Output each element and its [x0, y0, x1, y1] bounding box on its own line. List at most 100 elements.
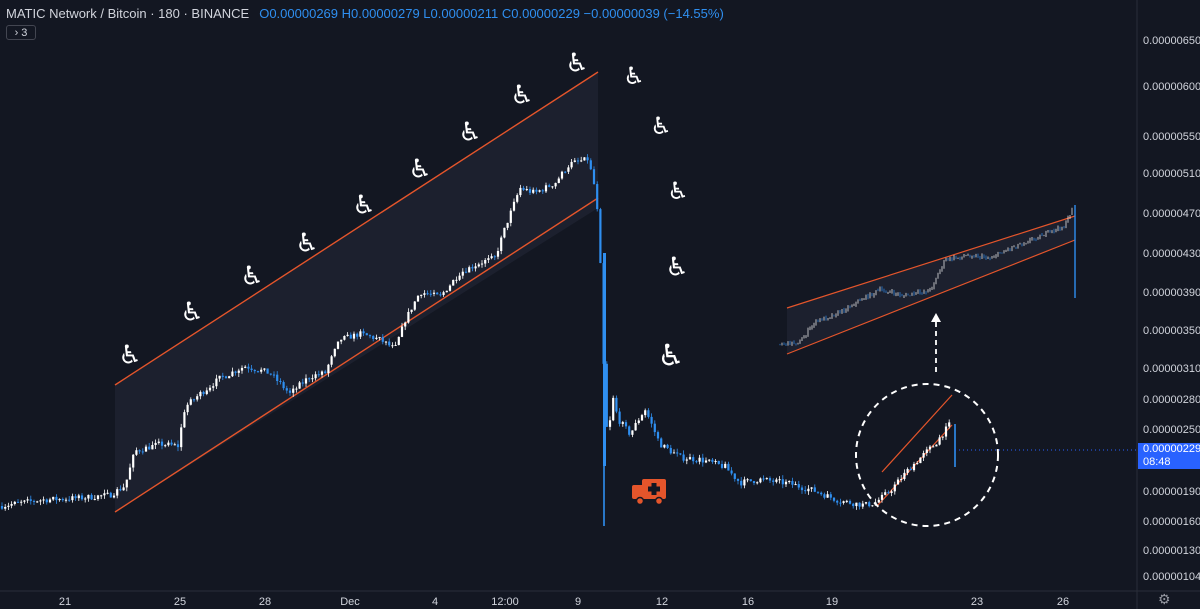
candle-body — [477, 264, 480, 267]
candle-body — [71, 496, 74, 501]
candle-body — [116, 489, 119, 496]
candle-body — [487, 258, 490, 261]
wheelchair-icon: ♿ — [458, 118, 481, 148]
candle-body — [282, 382, 285, 389]
candle-body — [829, 494, 832, 498]
candle-body — [599, 209, 602, 264]
candle-body — [567, 167, 570, 172]
candle-body — [784, 481, 788, 485]
candle-body — [692, 457, 695, 462]
candle-body — [135, 450, 138, 455]
candle-body — [64, 499, 68, 501]
candle-body — [813, 487, 816, 492]
wheelchair-icon: ♿ — [623, 62, 645, 90]
candle-body — [170, 442, 173, 445]
candle-body — [919, 457, 922, 464]
candle-body — [29, 499, 32, 501]
candle-body — [442, 292, 445, 295]
x-tick-label: 19 — [826, 596, 838, 608]
candle-body — [596, 184, 599, 210]
candle-body — [23, 500, 26, 502]
candle-body — [708, 459, 711, 461]
candle-body — [90, 494, 93, 500]
candle-body — [471, 267, 474, 269]
candle-body — [84, 498, 87, 500]
x-tick-label: 26 — [1057, 596, 1069, 608]
wheelchair-icon: ♿ — [240, 262, 263, 292]
candle-body — [720, 463, 724, 468]
candle-body — [192, 399, 196, 401]
candle-body — [685, 459, 688, 461]
candle-body — [640, 415, 644, 421]
candle-body — [880, 494, 884, 500]
candle-body — [311, 378, 314, 380]
candle-body — [653, 423, 656, 433]
candle-body — [762, 478, 765, 480]
candle-body — [551, 186, 554, 188]
candle-body — [839, 502, 842, 504]
candle-body — [413, 301, 416, 310]
candle-body — [250, 368, 253, 370]
candle-body — [736, 478, 740, 481]
candle-body — [583, 157, 586, 161]
candle-body — [618, 411, 621, 424]
ambulance-cab — [632, 485, 644, 499]
candle-body — [32, 500, 36, 502]
y-tick-label: 0.00000104 — [1143, 571, 1200, 583]
candle-body — [336, 341, 340, 349]
candle-body — [621, 422, 624, 424]
y-tick-label: 0.00000350 — [1143, 325, 1200, 337]
candle-body — [420, 294, 423, 296]
wheelchair-icon: ♿ — [667, 177, 689, 205]
candle-body — [58, 498, 61, 501]
candle-body — [791, 481, 794, 485]
candle-body — [327, 364, 330, 374]
candle-body — [448, 285, 452, 291]
price-badge-countdown: 08:48 — [1143, 456, 1171, 468]
candle-body — [272, 374, 276, 376]
candle-body — [864, 502, 868, 504]
candle-body — [183, 412, 186, 428]
candle-body — [196, 396, 199, 400]
gear-icon[interactable]: ⚙ — [1158, 591, 1171, 607]
candle-body — [228, 376, 231, 379]
candle-body — [381, 337, 384, 342]
candle-body — [500, 237, 503, 252]
candle-body — [180, 427, 183, 448]
candle-body — [628, 426, 631, 435]
channel-fill — [115, 72, 598, 512]
candle-body — [333, 348, 336, 357]
dashed-arrow-head — [931, 313, 941, 322]
candle-body — [26, 499, 29, 501]
ambulance-wheel — [654, 496, 664, 506]
candle-body — [372, 336, 375, 339]
candle-body — [93, 499, 96, 501]
candle-body — [519, 187, 522, 196]
inset-channel-lower — [786, 239, 1076, 355]
candle-body — [439, 294, 442, 296]
candle-body — [247, 366, 250, 369]
candle-body — [138, 450, 141, 452]
candle-body — [637, 420, 640, 423]
indicator-toggle-button[interactable]: › 3 — [6, 25, 36, 40]
candle-body — [45, 499, 48, 503]
candle-body — [173, 444, 176, 446]
wheelchair-icon: ♿ — [295, 229, 318, 259]
candle-body — [285, 388, 288, 391]
candle-body — [775, 479, 778, 482]
candle-body — [167, 442, 170, 446]
candle-body — [340, 339, 343, 342]
candle-body — [96, 495, 100, 500]
candle-body — [301, 382, 304, 384]
candle-body — [36, 501, 39, 503]
candle-body — [797, 484, 800, 488]
candle-body — [106, 492, 109, 494]
candle-body — [855, 502, 858, 507]
candle-body — [164, 445, 167, 447]
candle-body — [468, 267, 471, 273]
symbol-title[interactable]: MATIC Network / Bitcoin · 180 · BINANCE — [6, 5, 250, 21]
candle-body — [119, 489, 122, 491]
candle-body — [816, 491, 820, 493]
